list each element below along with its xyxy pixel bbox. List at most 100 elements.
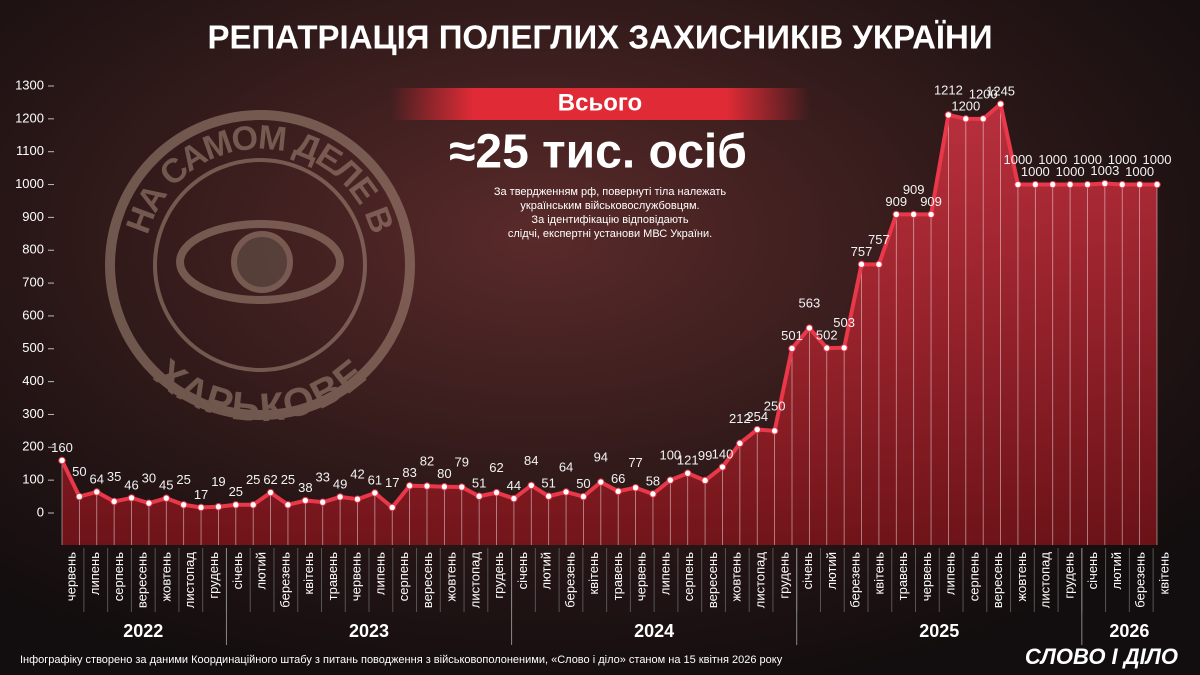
data-label: 79 xyxy=(455,454,469,469)
data-label: 502 xyxy=(816,328,838,343)
point xyxy=(736,439,744,448)
point xyxy=(110,497,118,506)
data-label: 64 xyxy=(90,471,104,486)
point xyxy=(805,324,814,332)
data-label: 1003 xyxy=(1090,163,1119,178)
y-tick-label: 0 xyxy=(37,504,44,519)
month-label: квітень xyxy=(871,552,886,595)
data-label: 58 xyxy=(646,473,660,488)
y-tick-label: 600 xyxy=(22,307,44,322)
y-tick-label: 200 xyxy=(22,439,44,454)
data-label: 757 xyxy=(851,244,873,259)
point xyxy=(770,427,779,435)
point xyxy=(527,481,535,490)
chart: 0 100 200 300 400 500 600 700 800 900 1000 1100 1200… xyxy=(15,77,1171,645)
data-label: 49 xyxy=(333,476,347,491)
data-label: 25 xyxy=(246,472,260,487)
data-label: 17 xyxy=(385,475,399,490)
point xyxy=(944,111,953,119)
month-label: грудень xyxy=(1061,552,1076,599)
data-label: 1212 xyxy=(934,82,963,97)
data-label: 62 xyxy=(489,460,503,475)
point xyxy=(562,488,570,496)
data-label: 909 xyxy=(885,194,907,209)
data-label: 121 xyxy=(677,453,699,468)
month-label: лютий xyxy=(254,552,269,590)
badge-inner xyxy=(153,158,367,372)
point xyxy=(475,492,483,500)
data-label: 80 xyxy=(437,466,451,481)
month-label: червень xyxy=(919,552,934,601)
data-label: 25 xyxy=(229,484,243,499)
point xyxy=(58,456,66,465)
month-label: вересень xyxy=(135,552,150,608)
y-tick-label: 900 xyxy=(22,209,44,224)
data-label: 33 xyxy=(315,470,329,485)
data-label: 100 xyxy=(659,448,681,463)
note-line: слідчі, експертні установи МВС України. xyxy=(508,228,712,240)
month-label: березень xyxy=(562,552,577,608)
point xyxy=(927,210,935,219)
point xyxy=(492,488,501,497)
data-label: 757 xyxy=(868,232,890,247)
point xyxy=(145,499,153,507)
data-label: 909 xyxy=(903,182,925,197)
data-label: 1000 xyxy=(1021,164,1050,179)
point xyxy=(962,115,970,123)
month-label: травень xyxy=(895,552,910,601)
y-tick-label: 500 xyxy=(22,340,44,355)
data-label: 50 xyxy=(576,476,590,491)
month-label: лютий xyxy=(1109,552,1124,590)
month-label: серпень xyxy=(966,552,981,601)
data-label: 30 xyxy=(142,471,156,486)
point xyxy=(614,487,622,496)
point xyxy=(249,501,257,509)
data-label: 1000 xyxy=(1125,164,1154,179)
month-label: вересень xyxy=(990,552,1005,608)
total-value: ≈25 тис. осіб xyxy=(449,126,747,179)
data-label: 1000 xyxy=(1143,152,1172,167)
point xyxy=(162,494,170,502)
data-label: 503 xyxy=(833,315,855,330)
data-label: 909 xyxy=(920,194,942,209)
month-label: січень xyxy=(230,552,245,590)
month-label: червень xyxy=(63,552,78,601)
footer: Інфографіку створено за даними Координац… xyxy=(20,654,783,666)
data-label: 45 xyxy=(159,478,173,493)
point xyxy=(753,425,761,434)
point xyxy=(197,503,205,512)
badge-eye xyxy=(176,220,344,304)
data-label: 82 xyxy=(420,454,434,469)
point xyxy=(1014,180,1022,189)
point xyxy=(649,490,657,498)
data-label: 35 xyxy=(107,469,121,484)
point xyxy=(857,260,866,269)
data-label: 1000 xyxy=(1073,152,1102,167)
point xyxy=(1135,180,1144,189)
month-label: лютий xyxy=(539,552,554,590)
data-label: 140 xyxy=(712,446,734,461)
month-label: листопад xyxy=(1038,552,1053,609)
data-label: 1200 xyxy=(951,98,980,113)
point xyxy=(423,482,431,490)
data-label: 50 xyxy=(72,464,86,479)
total-label: Всього xyxy=(558,89,642,116)
point xyxy=(718,463,727,471)
month-label: листопад xyxy=(753,552,768,609)
data-label: 254 xyxy=(746,409,768,424)
point xyxy=(1118,180,1126,189)
data-label: 77 xyxy=(628,455,642,470)
data-label: 1000 xyxy=(1038,152,1067,167)
point xyxy=(823,344,831,352)
month-label: березень xyxy=(848,552,863,608)
month-label: червень xyxy=(634,552,649,601)
note-line: українським військовослужбовцям. xyxy=(520,200,699,212)
data-label: 42 xyxy=(350,467,364,482)
month-label: серпень xyxy=(681,552,696,601)
note: За твердженням рф, повернуті тіла належа… xyxy=(494,186,727,240)
month-label: грудень xyxy=(491,552,506,599)
y-tick-label: 300 xyxy=(22,406,44,421)
data-label: 212 xyxy=(729,411,751,426)
point xyxy=(301,496,310,505)
